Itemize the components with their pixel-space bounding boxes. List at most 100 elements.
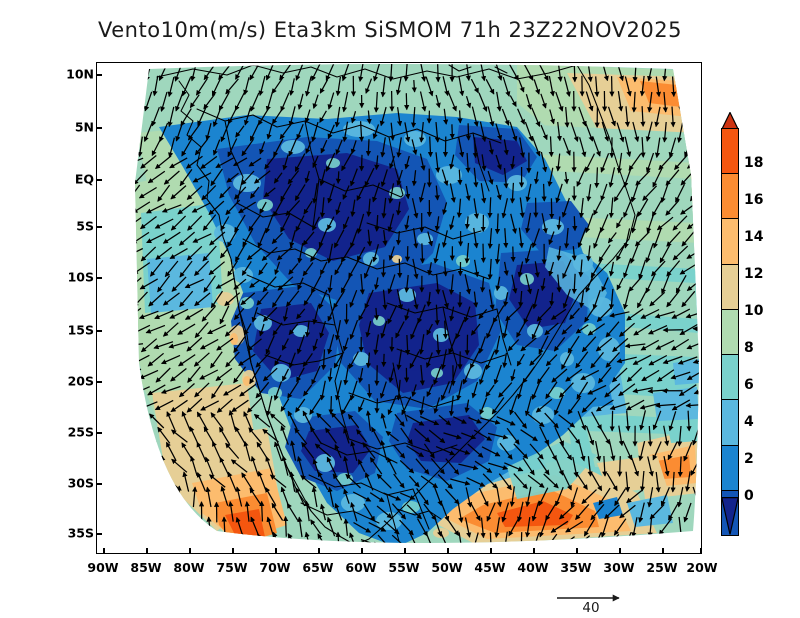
wind-vector	[228, 501, 234, 522]
wind-vector	[250, 455, 259, 476]
wind-vector	[262, 429, 279, 443]
wind-vector	[348, 351, 359, 369]
wind-vector	[271, 502, 284, 521]
wind-vector	[248, 157, 262, 167]
wind-vector	[373, 91, 379, 113]
wind-vector	[194, 292, 211, 307]
wind-vector	[135, 169, 148, 185]
wind-vector	[341, 152, 353, 172]
wind-vector	[396, 107, 403, 127]
wind-vector	[358, 308, 366, 321]
wind-vector	[400, 492, 416, 500]
wind-vector	[616, 277, 624, 291]
wind-vector	[618, 425, 624, 447]
wind-vector	[280, 425, 289, 445]
wind-vector	[525, 183, 532, 203]
wind-vector	[255, 352, 271, 368]
wind-vector	[555, 486, 564, 507]
wind-vector	[192, 486, 198, 508]
wind-vector	[320, 261, 328, 276]
wind-vector	[545, 502, 557, 521]
wind-vector	[697, 259, 699, 279]
wind-vector	[393, 444, 406, 459]
wind-vector	[531, 228, 540, 249]
wind-vector	[624, 106, 631, 128]
wind-vector	[410, 320, 420, 340]
wind-vector	[139, 216, 157, 230]
wind-vector	[277, 276, 294, 291]
ytick-label-25S: 25S	[67, 424, 94, 440]
wind-vector	[662, 91, 668, 113]
wind-vector	[220, 216, 230, 231]
wind-vector	[400, 427, 413, 445]
wind-vector	[373, 64, 381, 82]
wind-vector	[154, 310, 174, 320]
wind-vector	[141, 458, 157, 473]
wind-vector	[186, 337, 203, 352]
wind-vector	[575, 472, 588, 490]
wind-vector	[496, 416, 516, 426]
wind-vector	[548, 136, 554, 158]
wind-vector	[567, 397, 581, 415]
wind-vector	[479, 397, 488, 415]
ytick-label-15S: 15S	[67, 322, 94, 338]
wind-vector	[343, 364, 350, 386]
wind-vector	[288, 263, 299, 275]
wind-vector	[517, 108, 525, 125]
wind-vector	[590, 503, 605, 521]
wind-vector	[518, 290, 524, 308]
wind-vector	[178, 231, 196, 246]
wind-vector	[608, 261, 615, 277]
wind-vector	[464, 517, 472, 538]
wind-vector	[581, 489, 597, 505]
xtick-label-65W: 65W	[302, 560, 334, 575]
wind-vector	[289, 78, 295, 96]
wind-vector	[404, 334, 411, 356]
wind-vector	[626, 308, 644, 321]
wind-vector	[376, 473, 392, 489]
wind-vector	[132, 487, 134, 507]
wind-vector	[508, 517, 520, 537]
wind-vector	[242, 228, 254, 248]
wind-vector	[299, 548, 303, 554]
wind-vector	[265, 91, 274, 112]
wind-vector	[434, 185, 440, 201]
wind-vector	[440, 501, 450, 522]
wind-vector	[160, 91, 168, 112]
wind-vector	[168, 341, 189, 349]
xtick-label-60W: 60W	[345, 560, 377, 575]
wind-vector	[639, 75, 646, 97]
wind-vector	[631, 517, 638, 538]
wind-vector	[135, 91, 136, 112]
wind-vector	[119, 474, 131, 490]
wind-vector	[554, 396, 564, 416]
wind-vector	[101, 356, 120, 363]
wind-vector	[327, 124, 335, 140]
wind-vector	[647, 456, 654, 477]
wind-vector	[449, 183, 456, 203]
wind-vector	[113, 548, 122, 554]
wind-vector	[501, 108, 510, 126]
wind-vector	[623, 258, 632, 279]
wind-vector	[233, 335, 246, 353]
wind-vector	[486, 502, 496, 522]
wind-vector	[149, 413, 165, 429]
xtick-label-85W: 85W	[130, 560, 162, 575]
wind-vector	[123, 533, 130, 552]
wind-vector	[540, 151, 548, 173]
wind-vector	[372, 124, 380, 140]
wind-vector	[601, 121, 610, 142]
wind-vector	[480, 243, 487, 263]
wind-vector	[505, 306, 521, 322]
wind-vector	[265, 395, 273, 417]
wind-vector	[219, 186, 231, 199]
wind-vector	[668, 411, 677, 432]
wind-vector	[265, 213, 274, 234]
wind-vector	[487, 170, 494, 185]
wind-vector	[617, 91, 624, 112]
wind-vector	[686, 277, 699, 291]
wind-vector	[334, 262, 343, 276]
wind-vector	[493, 364, 502, 385]
wind-vector	[269, 413, 286, 428]
wind-vector	[634, 231, 650, 247]
